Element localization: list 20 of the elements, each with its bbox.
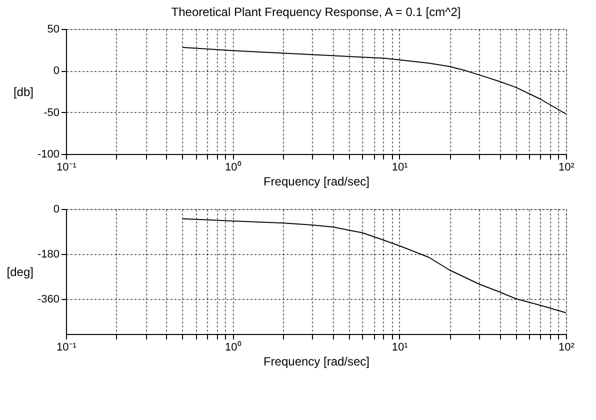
y-axis-title: [deg] [6, 265, 34, 279]
x-tick-label: 10⁻¹ [56, 162, 77, 174]
x-tick-label: 10⁰ [225, 340, 242, 354]
chart-title: Theoretical Plant Frequency Response, A = 0.1 [cm^2] [171, 5, 461, 19]
x-axis-title: Frequency [rad/sec] [263, 174, 370, 188]
x-tick-label: 10¹ [392, 162, 408, 174]
y-tick-label: -360 [37, 294, 60, 306]
y-tick-label: 50 [47, 24, 60, 36]
y-tick-label: -50 [44, 106, 60, 119]
x-tick-label: 10¹ [392, 342, 408, 354]
y-tick-label: -180 [37, 248, 60, 260]
x-tick-label: 10⁰ [225, 160, 242, 174]
x-tick-label: 10⁻¹ [56, 342, 77, 354]
y-tick-label: 0 [53, 65, 60, 78]
x-tick-label: 10² [558, 162, 575, 174]
x-tick-label: 10² [558, 342, 575, 354]
y-tick-label: -100 [37, 148, 60, 160]
y-axis-title: [db] [13, 85, 34, 99]
x-axis-title: Frequency [rad/sec] [263, 354, 370, 368]
y-tick-label: 0 [53, 204, 60, 216]
